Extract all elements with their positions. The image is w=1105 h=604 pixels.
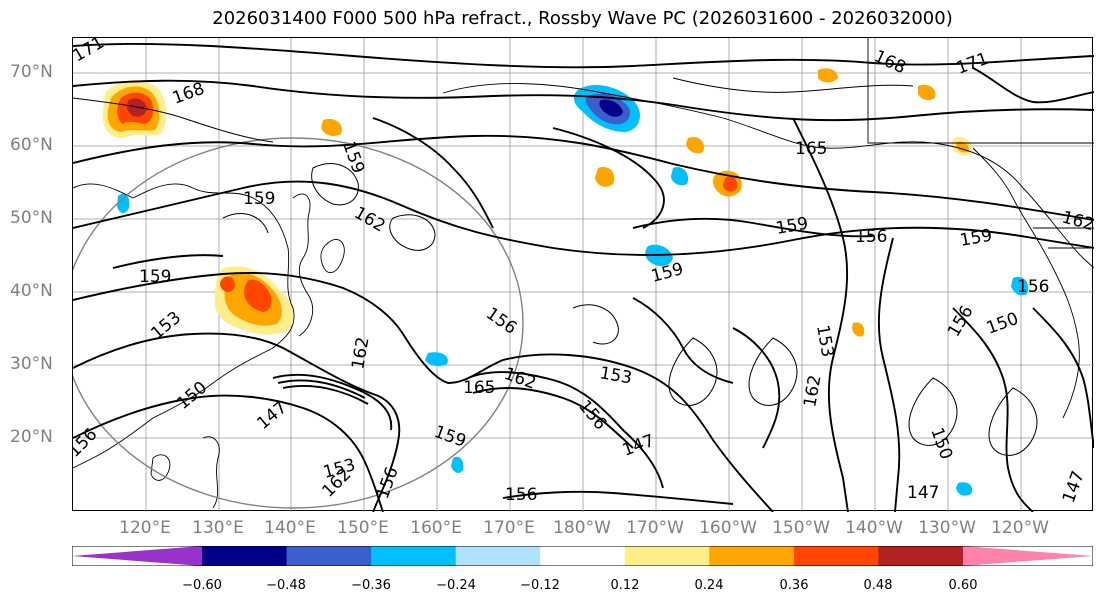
contour-label-162-far: 162 — [1060, 208, 1094, 236]
contour-label-159-coast: 159 — [139, 267, 171, 287]
map-canvas: 171 168 168 171 165 159 159 162 159 156 … — [62, 33, 1096, 513]
colorbar-segment — [624, 546, 710, 566]
lat-label-50n: 50°N — [10, 208, 53, 228]
colorbar-segment-max — [963, 546, 1093, 566]
colorbar-tick-neg012: −0.12 — [520, 578, 560, 593]
colorbar-tick-pos048: 0.48 — [863, 578, 893, 593]
contour-label-162-central: 162 — [501, 364, 538, 394]
lon-label-130w: 130°W — [918, 518, 976, 538]
contour-label-171-west: 171 — [73, 38, 108, 66]
lon-label-160e: 160°E — [410, 518, 462, 538]
colorbar-tick-neg060: −0.60 — [182, 578, 222, 593]
contour-label-156-east: 156 — [855, 227, 887, 247]
colorbar-tick-pos036: 0.36 — [779, 578, 809, 593]
lon-label-160w: 160°W — [699, 518, 757, 538]
colorbar-segment — [540, 546, 626, 566]
colorbar-segment — [878, 546, 964, 566]
colorbar-tick-neg036: −0.36 — [351, 578, 391, 593]
contour-label-156-coast: 156 — [1017, 277, 1049, 297]
colorbar-tick-neg048: −0.48 — [266, 578, 306, 593]
great-circle — [62, 137, 524, 509]
contour-label-159-far: 159 — [958, 226, 993, 251]
colorbar-tick-pos024: 0.24 — [694, 578, 724, 593]
colorbar-segment — [371, 546, 457, 566]
lon-label-170e: 170°E — [483, 518, 535, 538]
contour-label-147-south: 147 — [907, 483, 939, 503]
contour-label-156-central: 156 — [482, 304, 520, 339]
lon-label-180w: 180°W — [553, 518, 611, 538]
contour-label-156-south: 156 — [505, 485, 537, 505]
lat-label-60n: 60°N — [10, 135, 53, 155]
colorbar-tick-neg024: −0.24 — [436, 578, 476, 593]
contour-label-165: 165 — [795, 139, 827, 159]
lon-label-140w: 140°W — [845, 518, 903, 538]
contour-label-162-mid: 162 — [351, 203, 389, 237]
contour-label-165-central: 165 — [463, 378, 495, 398]
colorbar-segment — [202, 546, 288, 566]
contour-label-156-diagonal: 156 — [574, 396, 610, 434]
figure-title: 2026031400 F000 500 hPa refract., Rossby… — [212, 8, 953, 29]
colorbar-segment — [709, 546, 795, 566]
contour-label-147-central: 147 — [620, 431, 657, 461]
anomaly-patches — [102, 68, 1029, 496]
lat-label-40n: 40°N — [10, 281, 53, 301]
contour-label-156-south-west: 156 — [373, 464, 403, 501]
contour-label-153-vertical: 153 — [812, 323, 837, 358]
lon-label-170w: 170°W — [626, 518, 684, 538]
contour-label-168-east: 168 — [871, 46, 909, 78]
lon-label-140e: 140°E — [264, 518, 316, 538]
contour-detail — [72, 77, 1038, 456]
contour-label-153-central: 153 — [598, 363, 633, 388]
colorbar-segment — [286, 546, 372, 566]
colorbar-segment-min — [72, 546, 202, 566]
contour-label-156-right: 156 — [944, 302, 978, 340]
lon-label-150e: 150°E — [337, 518, 389, 538]
contour-label-159-east: 159 — [774, 214, 809, 239]
gridlines — [73, 38, 1094, 512]
contour-lines — [72, 42, 1095, 513]
contour-label-150-west: 150 — [173, 378, 211, 414]
contour-label-162-south: 162 — [800, 373, 825, 408]
contour-label-150-right: 150 — [984, 309, 1021, 339]
lat-label-20n: 20°N — [10, 427, 53, 447]
colorbar-tick-pos060: 0.60 — [948, 578, 978, 593]
colorbar-segment — [793, 546, 879, 566]
contour-label-168-west: 168 — [170, 79, 207, 109]
lat-label-30n: 30°N — [10, 354, 53, 374]
lon-label-120e: 120°E — [119, 518, 171, 538]
coastlines — [72, 38, 1095, 509]
map-panel[interactable]: 171 168 168 171 165 159 159 162 159 156 … — [62, 33, 1096, 513]
contour-label-171-east: 171 — [954, 49, 991, 79]
lon-label-150w: 150°W — [772, 518, 830, 538]
contour-label-159-japan: 159 — [243, 189, 275, 209]
lon-label-120w: 120°W — [991, 518, 1049, 538]
colorbar-segment — [455, 546, 541, 566]
contour-label-147-corner: 147 — [1059, 468, 1089, 505]
lat-label-70n: 70°N — [10, 62, 53, 82]
contour-label-162-vertical: 162 — [348, 335, 373, 370]
lon-label-130e: 130°E — [192, 518, 244, 538]
colorbar — [72, 546, 1093, 566]
colorbar-tick-pos012: 0.12 — [610, 578, 640, 593]
